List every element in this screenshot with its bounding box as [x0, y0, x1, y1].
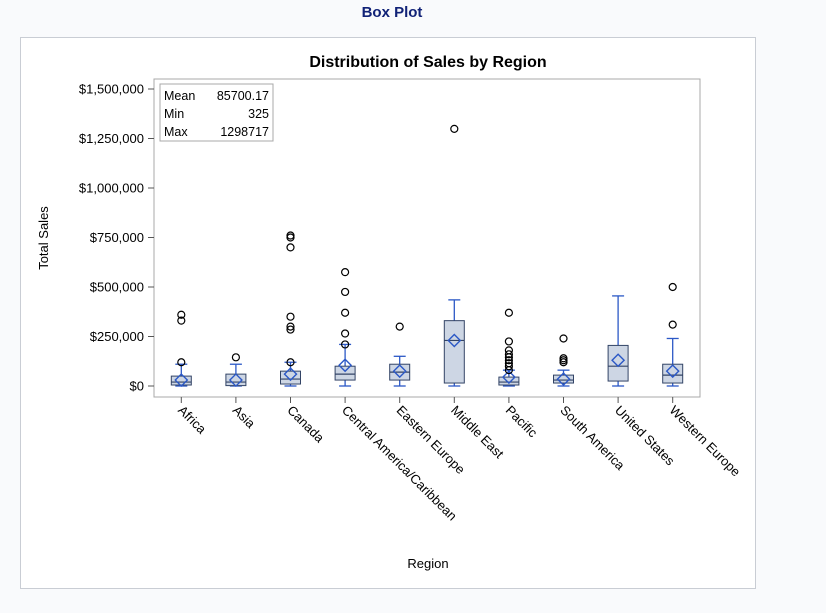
- box-group: [170, 310, 192, 388]
- outlier-point: [341, 287, 350, 297]
- mean-marker: [447, 333, 462, 348]
- mean-marker: [501, 370, 516, 385]
- stats-label: Max: [164, 125, 188, 139]
- box-group: [607, 295, 629, 387]
- x-tick-label: Pacific: [503, 403, 541, 441]
- outlier-point: [450, 124, 459, 133]
- mean-marker: [174, 373, 189, 388]
- outlier-point: [177, 310, 186, 319]
- x-tick-label: Asia: [230, 403, 259, 432]
- outlier-point: [559, 334, 568, 343]
- iqr-box: [662, 363, 684, 384]
- chart-title: Distribution of Sales by Region: [309, 54, 546, 71]
- x-tick-label: Middle East: [448, 403, 507, 462]
- stats-value: 1298717: [220, 125, 269, 139]
- x-tick-label: Africa: [175, 403, 210, 438]
- stats-label: Min: [164, 107, 184, 121]
- outlier-point: [341, 268, 350, 277]
- outlier-point: [177, 358, 186, 367]
- outlier-point: [286, 358, 295, 367]
- y-tick-label: $250,000: [90, 329, 144, 344]
- box-group: [443, 124, 465, 387]
- iqr-box: [607, 344, 629, 382]
- outlier-point: [504, 346, 513, 355]
- iqr-box: [443, 320, 465, 384]
- x-axis-title: Region: [407, 556, 448, 571]
- outlier-point: [395, 322, 404, 331]
- outlier-point: [177, 316, 186, 325]
- y-tick-label: $0: [130, 379, 144, 394]
- mean-marker: [611, 353, 626, 368]
- outlier-point: [286, 325, 295, 334]
- y-tick-label: $1,000,000: [79, 181, 144, 196]
- iqr-box: [553, 374, 574, 384]
- iqr-box: [334, 365, 356, 381]
- mean-marker: [338, 358, 353, 373]
- outlier-point: [559, 354, 568, 363]
- stats-label: Mean: [164, 89, 195, 103]
- y-tick-label: $500,000: [90, 280, 144, 295]
- y-axis-title: Total Sales: [36, 206, 51, 270]
- x-tick-label: Western Europe: [667, 403, 744, 480]
- iqr-box: [498, 376, 520, 386]
- stats-value: 85700.17: [217, 89, 269, 103]
- stats-inset: Mean 85700.17 Min 325 Max 1298717: [159, 83, 274, 142]
- box-plot-chart: Distribution of Sales by Region $0 $250,0…: [36, 54, 743, 571]
- outlier-point: [341, 340, 350, 349]
- outlier-point: [504, 337, 513, 346]
- mean-marker: [392, 364, 407, 379]
- mean-marker: [283, 367, 298, 382]
- mean-marker: [556, 372, 571, 387]
- outlier-point: [286, 322, 295, 331]
- outlier-point: [504, 362, 513, 371]
- outlier-point: [231, 353, 240, 362]
- iqr-box: [280, 370, 301, 385]
- outlier-point: [668, 320, 677, 329]
- outlier-point: [504, 356, 513, 365]
- outlier-point: [286, 312, 295, 321]
- box-group: [662, 282, 684, 387]
- box-group: [389, 322, 411, 387]
- chart-frame: Distribution of Sales by Region $0 $250,0…: [20, 37, 756, 589]
- x-axis: Africa Asia Canada Central America/Caribbea…: [175, 397, 743, 523]
- outlier-point: [341, 308, 350, 317]
- box-group: [334, 268, 356, 387]
- stats-value: 325: [248, 107, 269, 121]
- iqr-box: [170, 375, 192, 386]
- y-tick-label: $1,500,000: [79, 82, 144, 97]
- page-heading: Box Plot: [361, 4, 423, 21]
- outlier-point: [504, 350, 513, 359]
- box-group: [498, 308, 520, 387]
- iqr-box: [225, 373, 247, 387]
- x-tick-label: Central America/Caribbean: [339, 403, 460, 524]
- mean-marker: [228, 373, 243, 388]
- outlier-point: [286, 243, 295, 252]
- x-tick-label: Canada: [284, 403, 327, 446]
- stats-inset-box: [159, 83, 274, 142]
- y-tick-label: $1,250,000: [79, 131, 144, 146]
- outlier-point: [286, 231, 295, 240]
- outlier-point: [341, 329, 350, 338]
- outlier-point: [668, 282, 677, 292]
- boxes-layer: [170, 124, 684, 388]
- y-axis: $0 $250,000 $500,000 $750,000 $1,000,000 $1,2…: [79, 82, 154, 394]
- box-group: [280, 231, 301, 387]
- mean-marker: [665, 364, 680, 379]
- outlier-point: [504, 308, 513, 317]
- box-group: [225, 353, 247, 388]
- box-group: [553, 334, 574, 387]
- outlier-point: [504, 359, 513, 368]
- y-tick-label: $750,000: [90, 230, 144, 245]
